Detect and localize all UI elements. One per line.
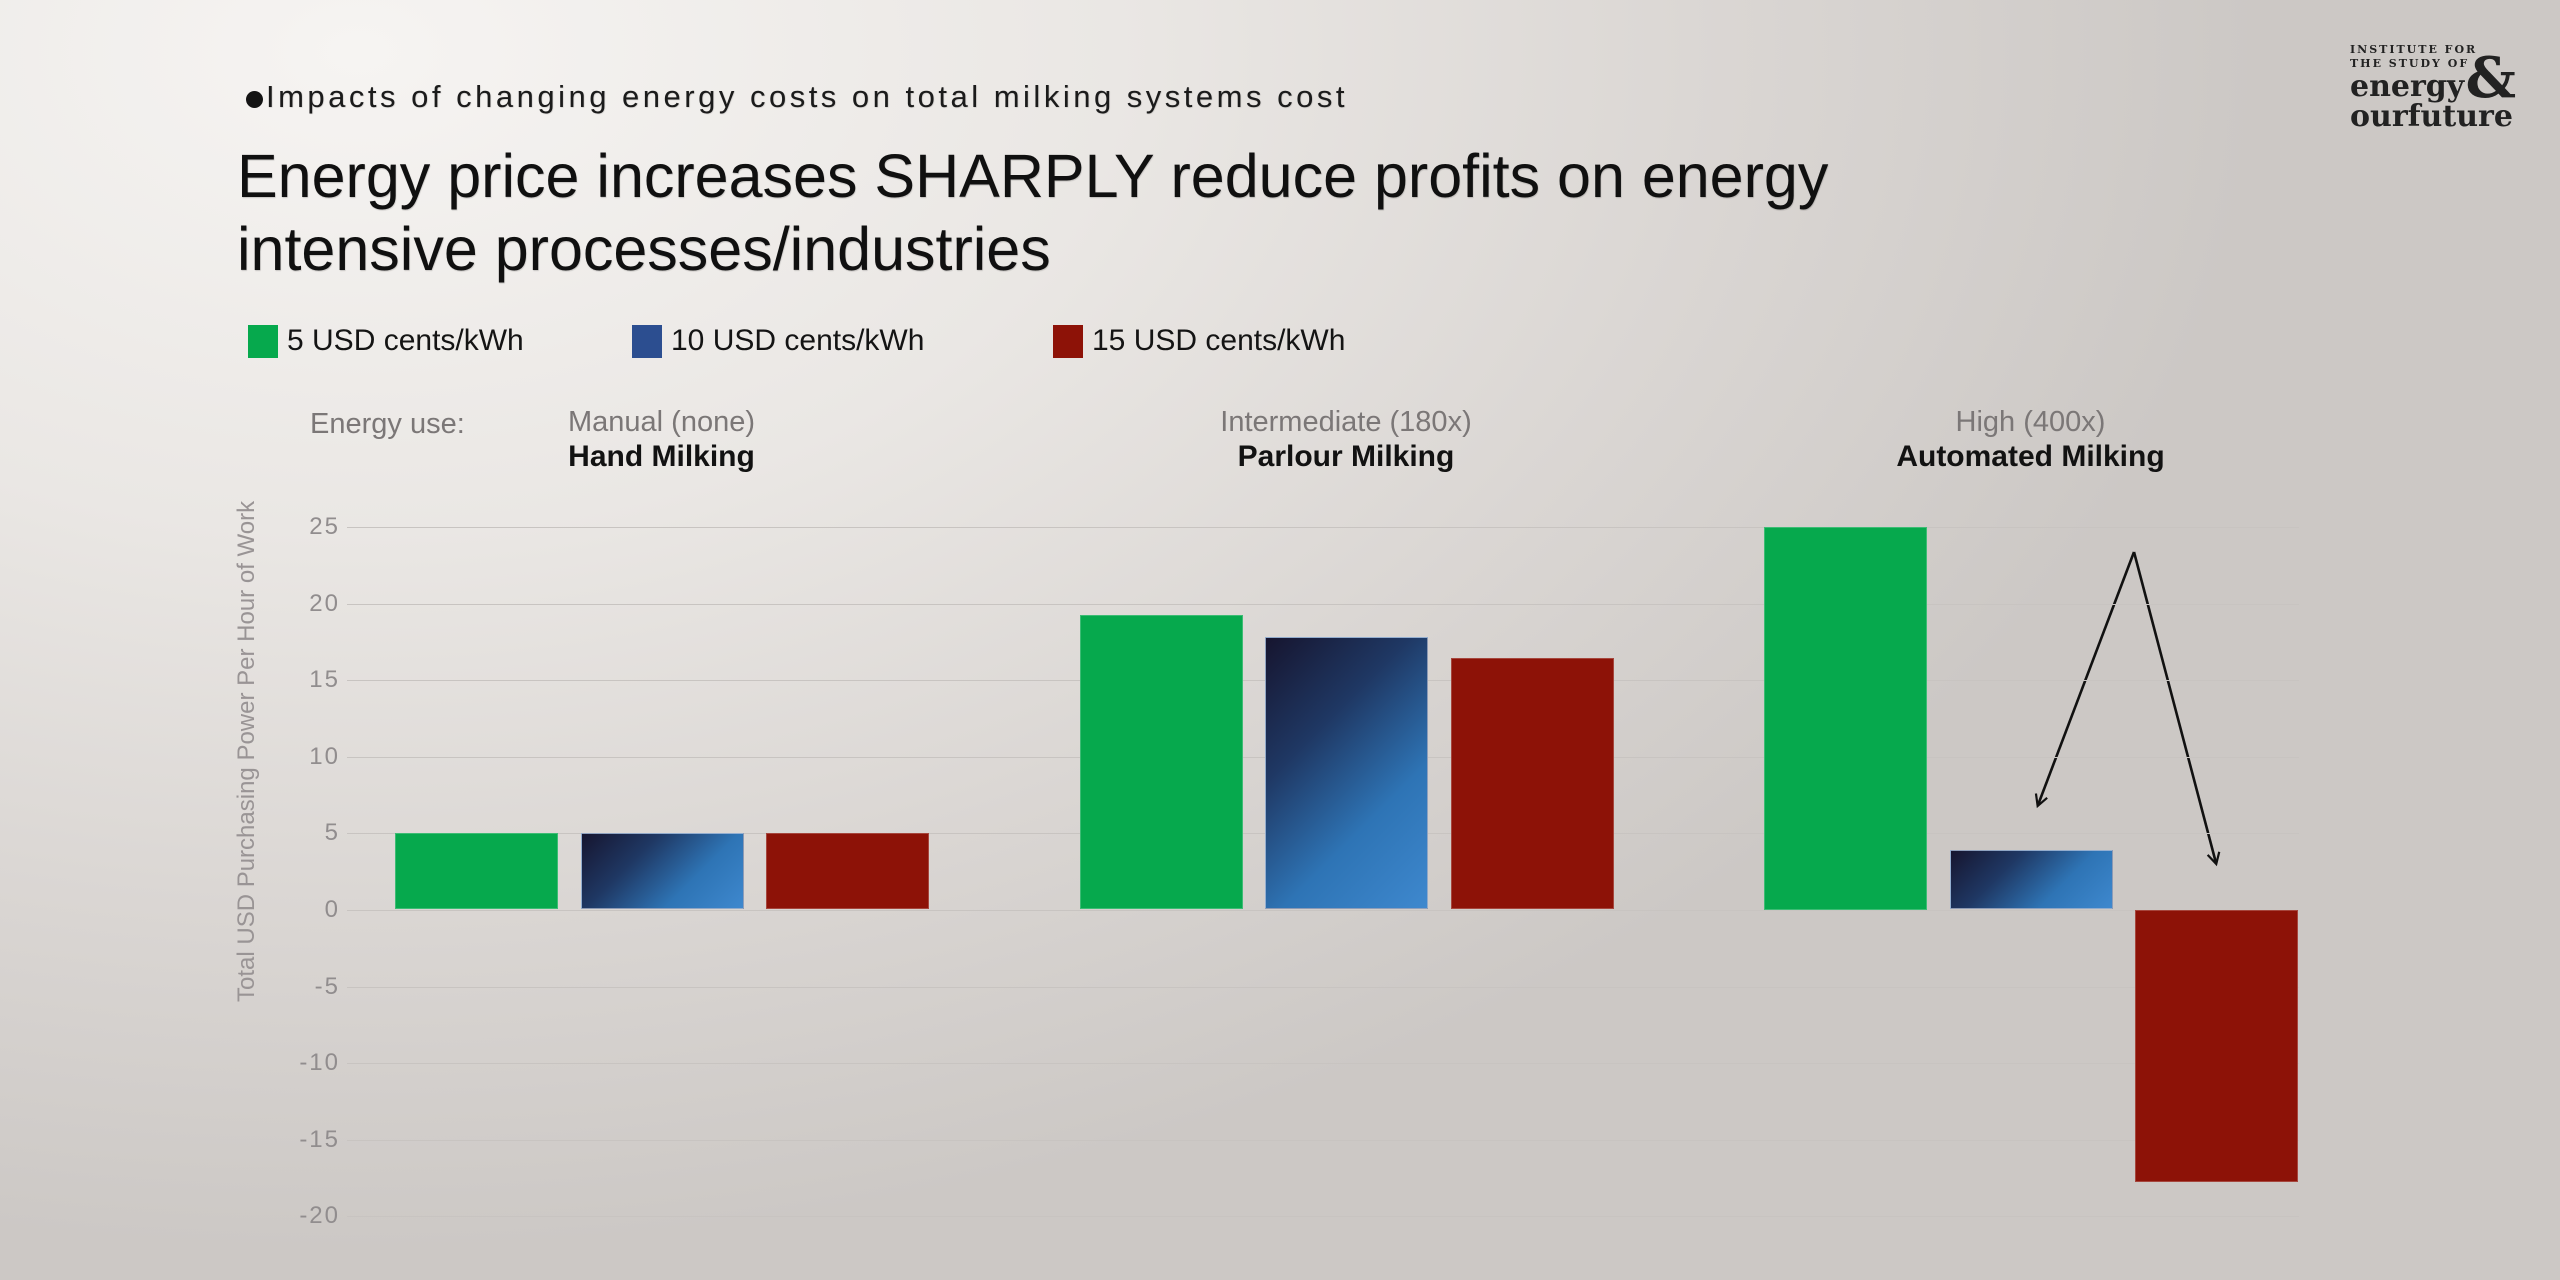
group-header: Intermediate (180x) Parlour Milking <box>1220 406 1471 474</box>
y-tick-label: -5 <box>314 972 340 1000</box>
kicker-text: Impacts of changing energy costs on tota… <box>266 79 1348 114</box>
logo-word-ourfuture: ourfuture <box>2350 99 2513 134</box>
group-header-subtitle: Intermediate (180x) <box>1220 406 1472 438</box>
bar-10c-hand-milking <box>580 832 744 910</box>
group-header-title: Parlour Milking <box>1237 440 1455 473</box>
legend-item: 15 USD cents/kWh <box>1053 324 1345 358</box>
y-tick-label: 0 <box>324 896 340 923</box>
bar-5c-automated-milking <box>1764 526 1927 910</box>
bullet-icon <box>246 91 263 108</box>
legend-swatch <box>1053 324 1083 358</box>
group-header-title: Hand Milking <box>568 440 755 473</box>
y-tick-label: 5 <box>324 819 340 847</box>
legend-label: 15 USD cents/kWh <box>1092 324 1346 357</box>
group-header-subtitle: Manual (none) <box>568 406 755 438</box>
logo-ampersand: & <box>2465 45 2516 111</box>
arrow-to-blue-bar <box>2034 551 2136 809</box>
legend-item: 10 USD cents/kWh <box>632 324 924 358</box>
y-tick-label: -10 <box>299 1049 340 1077</box>
y-tick-label: 15 <box>309 666 340 694</box>
gridline <box>347 1063 2299 1065</box>
bar-5c-parlour-milking <box>1079 615 1243 910</box>
page-title-line2: intensive processes/industries <box>237 215 1051 283</box>
group-header: High (400x) Automated Milking <box>1896 406 2164 474</box>
group-header: Manual (none) Hand Milking <box>568 406 755 474</box>
y-tick-label: 25 <box>309 513 340 540</box>
y-tick-label: 20 <box>309 589 340 617</box>
y-tick-label: -15 <box>299 1125 340 1153</box>
bar-5c-hand-milking <box>395 832 558 910</box>
energy-use-label: Energy use: <box>310 408 465 440</box>
gridline <box>347 527 2299 528</box>
group-header-subtitle: High (400x) <box>1955 406 2106 438</box>
y-tick-label: -20 <box>299 1202 340 1230</box>
bar-15c-hand-milking <box>766 832 929 910</box>
kicker-row: Impacts of changing energy costs on tota… <box>246 79 1348 115</box>
page-title: Energy price increases SHARPLY reduce pr… <box>237 140 1828 286</box>
y-tick-label: 10 <box>309 742 340 770</box>
gridline <box>347 603 2299 605</box>
legend-label: 5 USD cents/kWh <box>287 324 524 357</box>
group-header-title: Automated Milking <box>1896 440 2165 473</box>
bar-15c-parlour-milking <box>1450 658 1614 910</box>
legend-swatch <box>632 324 662 358</box>
gridline <box>347 1139 2299 1141</box>
gridline <box>347 910 2299 911</box>
bar-15c-automated-milking <box>2135 909 2298 1183</box>
bar-10c-automated-milking <box>1949 849 2113 910</box>
logo-line1: INSTITUTE FOR <box>2350 43 2478 56</box>
logo-word-energy: energy <box>2350 69 2465 104</box>
gridline <box>347 986 2299 988</box>
legend-item: 5 USD cents/kWh <box>248 324 524 358</box>
gridline <box>347 1216 2299 1218</box>
page-title-line1: Energy price increases SHARPLY reduce pr… <box>237 142 1829 210</box>
legend-label: 10 USD cents/kWh <box>671 324 925 357</box>
logo-line2: THE STUDY OF <box>2350 57 2470 70</box>
legend-swatch <box>248 324 278 358</box>
institute-logo: INSTITUTE FOR THE STUDY OF energy ourfut… <box>2350 43 2516 134</box>
arrow-to-red-bar <box>2132 551 2221 867</box>
plot-area <box>347 526 2299 1218</box>
bar-10c-parlour-milking <box>1265 636 1428 910</box>
